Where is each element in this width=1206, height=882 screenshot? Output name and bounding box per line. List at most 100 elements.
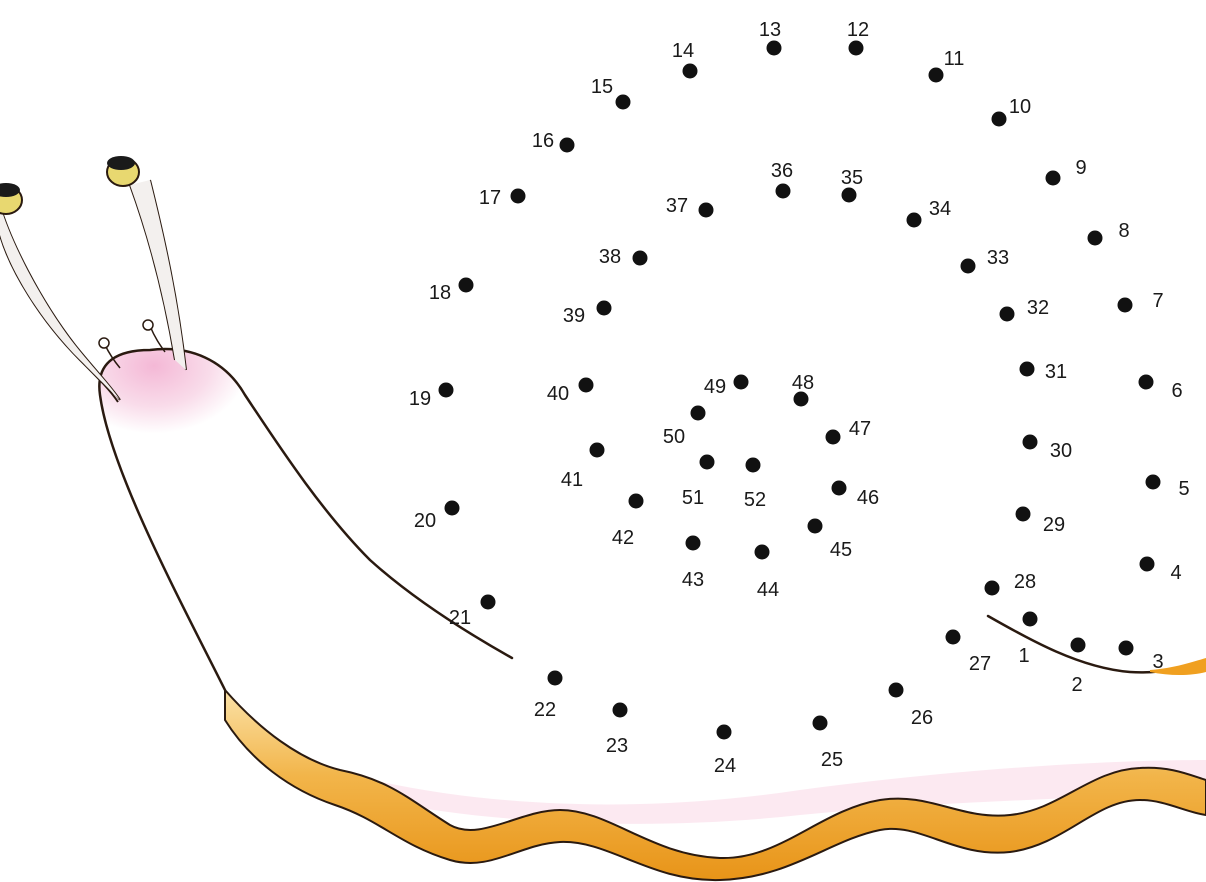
- feeler-small-icon: [98, 319, 166, 369]
- dot-marker: [766, 40, 782, 56]
- dot-number-label: 21: [449, 607, 471, 629]
- body-pink-wash: [300, 760, 1206, 824]
- dot-29: 29: [1015, 506, 1065, 536]
- dot-number-label: 51: [682, 487, 704, 509]
- dot-marker: [945, 629, 961, 645]
- dot-marker: [510, 188, 526, 204]
- dot-number-label: 43: [682, 569, 704, 591]
- dot-22: 22: [534, 670, 563, 721]
- dot-number-label: 3: [1152, 651, 1163, 673]
- dot-marker: [1087, 230, 1103, 246]
- snail-drawing: [0, 156, 1206, 882]
- dot-number-label: 9: [1075, 157, 1086, 179]
- dot-48: 48: [792, 372, 814, 407]
- dot-26: 26: [888, 682, 933, 729]
- dot-marker: [1070, 637, 1086, 653]
- dot-25: 25: [812, 715, 843, 771]
- dot-number-label: 37: [666, 195, 688, 217]
- dot-33: 33: [960, 247, 1009, 274]
- dot-38: 38: [599, 246, 648, 268]
- dot-9: 9: [1045, 157, 1087, 186]
- dot-number-label: 8: [1118, 220, 1129, 242]
- dot-number-label: 33: [987, 247, 1009, 269]
- dot-14: 14: [672, 40, 698, 79]
- dot-marker: [999, 306, 1015, 322]
- dot-10: 10: [991, 96, 1031, 127]
- dot-number-label: 20: [414, 510, 436, 532]
- dot-marker: [906, 212, 922, 228]
- dot-number-label: 18: [429, 282, 451, 304]
- dot-number-label: 44: [757, 579, 779, 601]
- dot-number-label: 41: [561, 469, 583, 491]
- dot-marker: [1045, 170, 1061, 186]
- dot-1: 1: [1018, 611, 1038, 667]
- dot-marker: [698, 202, 714, 218]
- dot-43: 43: [682, 535, 704, 591]
- dot-4: 4: [1139, 556, 1182, 584]
- shell-edge-fill: [1150, 658, 1206, 675]
- dot-marker: [596, 300, 612, 316]
- dot-number-label: 40: [547, 383, 569, 405]
- dot-15: 15: [591, 76, 631, 110]
- dot-11: 11: [928, 48, 964, 83]
- eye-left-icon: [0, 183, 23, 215]
- dot-16: 16: [532, 130, 575, 153]
- dot-24: 24: [714, 724, 736, 777]
- dot-number-label: 32: [1027, 297, 1049, 319]
- dot-marker: [831, 480, 847, 496]
- dot-marker: [928, 67, 944, 83]
- dot-marker: [444, 500, 460, 516]
- dot-number-label: 27: [969, 653, 991, 675]
- dot-47: 47: [825, 418, 871, 445]
- snail-body-outline: [98, 347, 514, 692]
- dot-2: 2: [1070, 637, 1086, 696]
- dot-49: 49: [704, 374, 749, 398]
- dot-marker: [733, 374, 749, 390]
- dot-number-label: 42: [612, 527, 634, 549]
- dot-number-label: 10: [1009, 96, 1031, 118]
- dot-marker: [578, 377, 594, 393]
- dot-39: 39: [563, 300, 612, 327]
- dot-marker: [699, 454, 715, 470]
- dot-marker: [438, 382, 454, 398]
- dot-45: 45: [807, 518, 852, 561]
- dot-number-label: 17: [479, 187, 501, 209]
- dot-number-label: 15: [591, 76, 613, 98]
- dot-13: 13: [759, 19, 782, 56]
- dot-marker: [1022, 611, 1038, 627]
- dot-number-label: 38: [599, 246, 621, 268]
- dot-number-label: 1: [1018, 645, 1029, 667]
- dot-number-label: 6: [1171, 380, 1182, 402]
- dot-marker: [754, 544, 770, 560]
- dot-marker: [1118, 640, 1134, 656]
- dot-marker: [841, 187, 857, 203]
- dot-marker: [991, 111, 1007, 127]
- dot-34: 34: [906, 198, 951, 228]
- dot-number-label: 2: [1071, 674, 1082, 696]
- dot-number-label: 29: [1043, 514, 1065, 536]
- dot-35: 35: [841, 167, 863, 203]
- dot-marker: [984, 580, 1000, 596]
- dot-number-label: 16: [532, 130, 554, 152]
- dot-marker: [825, 429, 841, 445]
- dot-41: 41: [561, 442, 605, 491]
- dot-number-label: 5: [1178, 478, 1189, 500]
- dot-marker: [1145, 474, 1161, 490]
- dot-marker: [1117, 297, 1133, 313]
- dot-28: 28: [984, 571, 1036, 596]
- dot-marker: [458, 277, 474, 293]
- dot-40: 40: [547, 377, 594, 405]
- dot-52: 52: [744, 457, 766, 511]
- dot-number-label: 25: [821, 749, 843, 771]
- dot-number-label: 49: [704, 376, 726, 398]
- dot-marker: [480, 594, 496, 610]
- dot-50: 50: [663, 405, 706, 448]
- dot-marker: [807, 518, 823, 534]
- dot-marker: [775, 183, 791, 199]
- dot-number-label: 45: [830, 539, 852, 561]
- dot-30: 30: [1022, 434, 1072, 462]
- dot-number-label: 13: [759, 19, 781, 41]
- dot-17: 17: [479, 187, 526, 209]
- dot-27: 27: [945, 629, 991, 675]
- dot-number-label: 30: [1050, 440, 1072, 462]
